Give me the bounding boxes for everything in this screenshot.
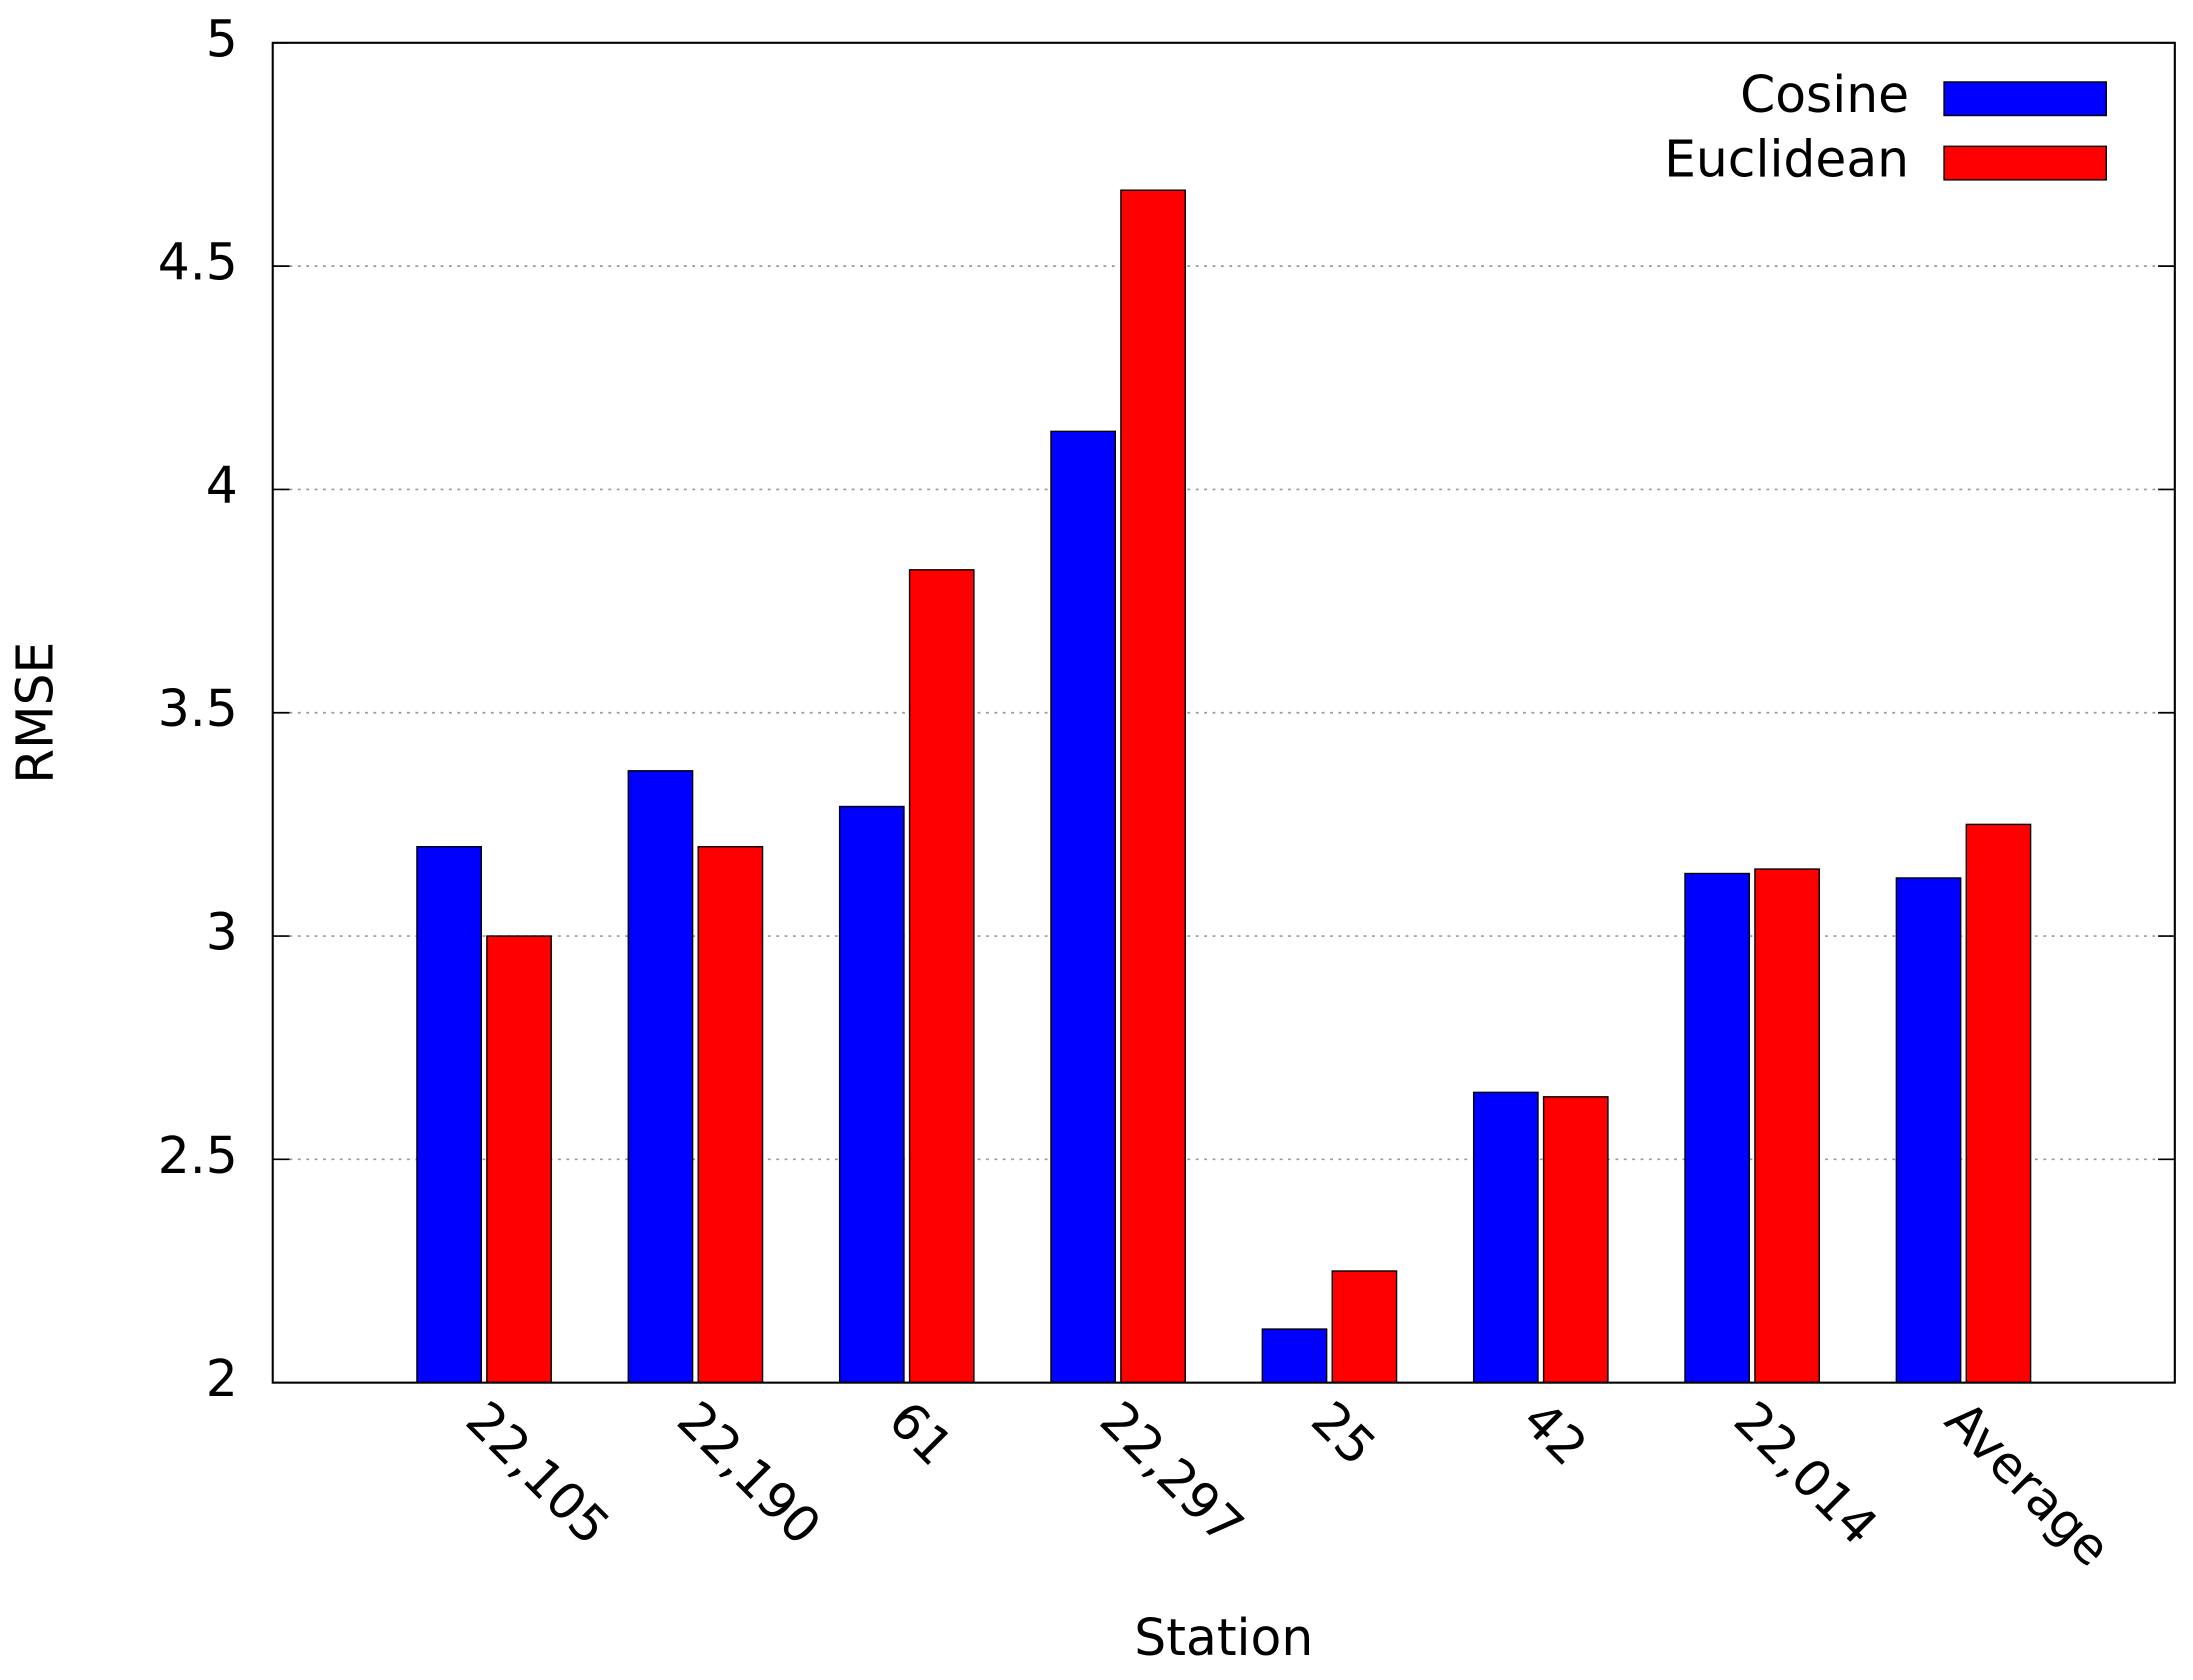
y-tick-label: 3 [206,903,238,962]
legend-label: Euclidean [1664,130,1909,189]
x-tick-label: 42 [1512,1390,1599,1477]
bar [1261,1328,1328,1384]
x-tick-label: 22,105 [455,1390,621,1556]
bar [1684,872,1751,1384]
bar [486,935,552,1384]
bar [1965,823,2032,1384]
legend-swatch [1943,145,2107,181]
bar [1331,1270,1398,1384]
legend-swatch [1943,81,2107,117]
y-axis-label: RMSE [6,642,65,784]
bar [1120,189,1186,1384]
bar [627,770,694,1384]
y-tick-label: 2 [206,1349,238,1408]
y-tick-label: 5 [206,9,238,68]
x-tick-label: 22,297 [1089,1390,1255,1556]
x-tick-label: 61 [878,1390,965,1477]
legend-label: Cosine [1740,65,1909,124]
bar [1542,1096,1609,1384]
bar [416,846,482,1384]
bar [1754,868,1820,1384]
bar [1050,430,1117,1384]
x-tick-label: 22,014 [1723,1390,1889,1556]
bar [697,846,764,1384]
x-tick-label: 22,190 [666,1390,832,1556]
x-tick-label: Average [1934,1390,2122,1578]
bar [1472,1091,1539,1384]
bar [908,569,975,1384]
bar [838,805,905,1384]
x-axis-label: Station [1134,1608,1313,1667]
bar [1895,877,1962,1384]
plot-frame [271,41,2176,1384]
y-tick-label: 3.5 [158,679,238,738]
y-tick-label: 4 [206,456,238,515]
y-tick-label: 4.5 [158,233,238,292]
x-tick-label: 25 [1300,1390,1387,1477]
y-tick-label: 2.5 [158,1126,238,1185]
